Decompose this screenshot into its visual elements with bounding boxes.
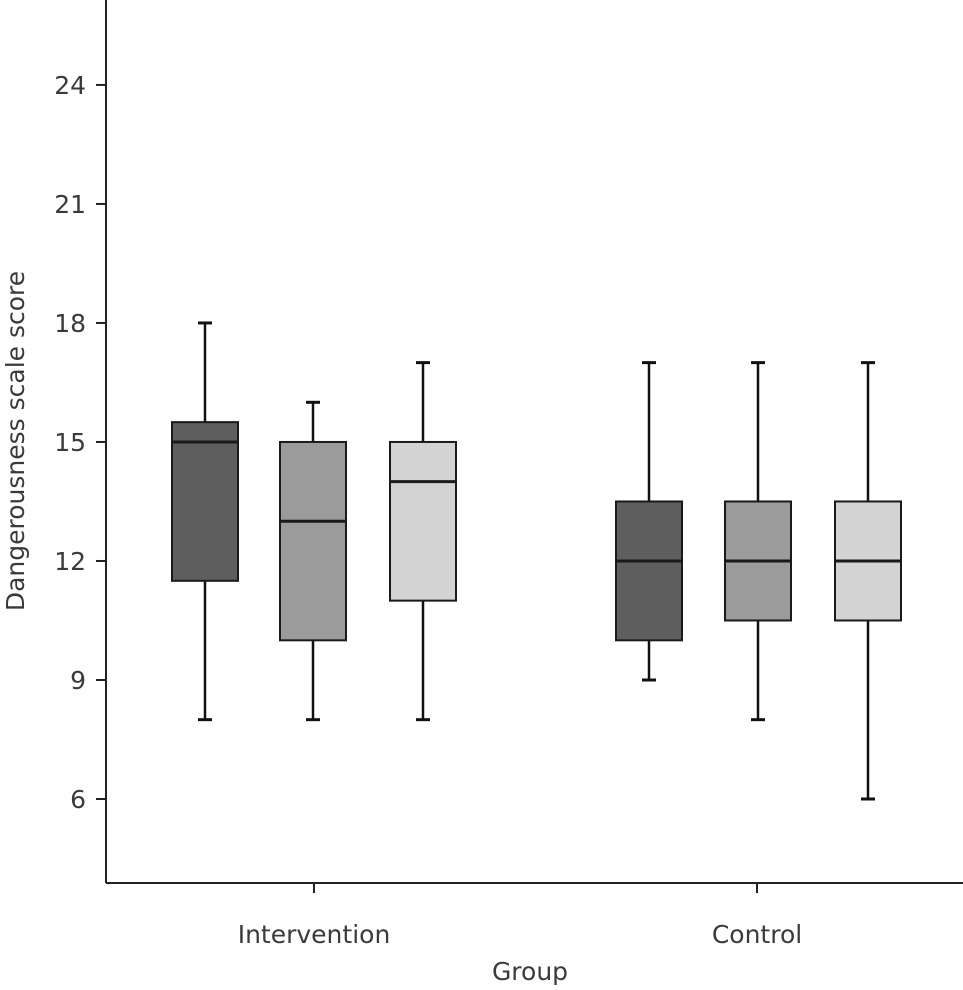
y-axis-title: Dangerousness scale score [1,271,30,611]
y-tick-label: 9 [70,666,86,695]
iqr-box [171,421,239,582]
x-tick-label: Intervention [238,920,391,949]
iqr-box [279,440,347,642]
box-2-2 [724,361,792,722]
iqr-box [615,500,683,642]
box-1-2 [279,400,347,722]
y-tick-label: 6 [70,785,86,814]
y-tick-label: 24 [54,71,86,100]
y-tick-label: 15 [54,428,86,457]
x-axis-title: Group [492,957,568,986]
y-tick-label: 12 [54,547,86,576]
boxes [171,321,902,801]
y-tick-label: 18 [54,309,86,338]
box-2-1 [615,361,683,682]
iqr-box [389,440,457,602]
x-tick-label: Control [712,920,802,949]
box-2-3 [834,361,902,801]
box-1-3 [389,361,457,722]
y-tick-label: 21 [54,190,86,219]
axes: 6 9 12 15 18 21 24 Intervention Control [54,0,963,949]
box-1-1 [171,321,239,722]
